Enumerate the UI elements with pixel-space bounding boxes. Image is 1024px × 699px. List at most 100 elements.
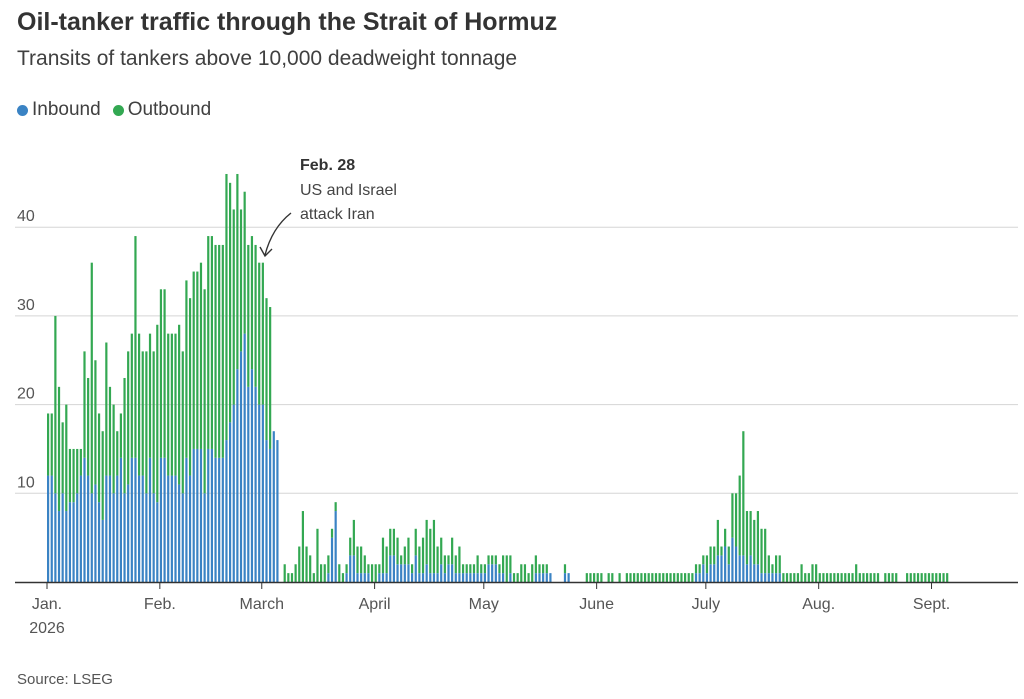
bar-inbound <box>243 333 246 582</box>
bar-inbound <box>349 555 352 582</box>
bar-outbound <box>196 271 199 449</box>
bar-inbound <box>76 493 79 582</box>
bar-outbound <box>141 351 144 476</box>
bar-inbound <box>425 564 428 582</box>
bar-inbound <box>112 493 115 582</box>
bar-outbound <box>825 573 829 582</box>
bar-outbound <box>778 555 781 574</box>
bar-outbound <box>713 546 716 565</box>
bar-inbound <box>123 493 126 582</box>
bar-outbound <box>378 564 381 574</box>
bar-outbound <box>756 511 759 565</box>
bar-inbound <box>742 555 745 582</box>
bar-inbound <box>54 493 57 582</box>
bar-outbound <box>65 404 68 512</box>
bar-inbound <box>705 573 709 582</box>
bar-inbound <box>134 457 137 582</box>
bar-outbound <box>116 431 119 476</box>
bar-inbound <box>563 573 567 582</box>
bar-inbound <box>367 573 370 582</box>
bar-inbound <box>760 573 763 582</box>
bar-inbound <box>47 475 50 582</box>
bar-outbound <box>229 182 232 423</box>
bar-outbound <box>702 555 705 565</box>
bar-inbound <box>170 475 173 582</box>
bar-inbound <box>141 475 144 582</box>
bar-outbound <box>68 448 72 503</box>
bar-inbound <box>407 564 410 582</box>
bar-outbound <box>833 573 836 582</box>
bar-inbound <box>545 573 548 582</box>
y-tick-label: 40 <box>17 208 35 225</box>
bar-outbound <box>370 564 374 582</box>
bar-outbound <box>483 564 486 574</box>
bar-outbound <box>640 573 643 582</box>
bar-outbound <box>935 573 938 582</box>
source-note: Source: LSEG <box>17 671 113 688</box>
bar-inbound <box>276 440 279 582</box>
legend-swatch-outbound <box>112 104 124 116</box>
bar-outbound <box>145 351 148 494</box>
bar-outbound <box>290 573 294 582</box>
bar-outbound <box>352 519 355 556</box>
bar-outbound <box>607 573 610 582</box>
bar-inbound <box>159 457 163 582</box>
bar-outbound <box>320 564 323 582</box>
bar-outbound <box>101 431 104 520</box>
bar-outbound <box>461 564 465 574</box>
annotation-date: Feb. 28 <box>300 157 355 174</box>
bar-inbound <box>753 564 756 582</box>
y-tick-label: 10 <box>17 474 35 491</box>
bar-outbound <box>345 564 348 574</box>
bar-inbound <box>494 564 497 582</box>
bar-outbound <box>851 573 854 582</box>
bar-outbound <box>665 573 668 582</box>
bar-outbound <box>724 528 727 547</box>
bar-outbound <box>866 573 869 582</box>
bar-outbound <box>385 546 388 574</box>
bar-inbound <box>327 573 330 582</box>
bar-inbound <box>83 457 86 582</box>
bar-inbound <box>764 573 767 582</box>
bar-inbound <box>443 573 446 582</box>
bar-outbound <box>636 573 639 582</box>
bar-outbound <box>505 555 508 582</box>
bar-outbound <box>629 573 632 582</box>
bar-outbound <box>946 573 949 582</box>
bar-outbound <box>79 448 82 476</box>
bar-outbound <box>651 573 654 582</box>
bar-inbound <box>745 564 749 582</box>
bar-inbound <box>148 457 152 582</box>
bar-inbound <box>218 457 221 582</box>
bar-outbound <box>363 555 366 574</box>
bar-outbound <box>502 555 505 574</box>
bar-outbound <box>811 564 814 582</box>
bar-outbound <box>119 413 122 458</box>
bar-outbound <box>247 244 250 387</box>
bar-outbound <box>491 555 494 565</box>
bar-outbound <box>47 413 50 476</box>
bar-inbound <box>61 493 64 582</box>
bar-inbound <box>749 555 752 582</box>
bar-outbound <box>498 564 501 574</box>
bar-outbound <box>920 573 923 582</box>
bar-outbound <box>749 511 752 556</box>
bar-outbound <box>440 537 443 565</box>
bar-inbound <box>152 493 155 582</box>
bar-inbound <box>502 573 505 582</box>
bar-inbound <box>778 573 781 582</box>
legend-label-outbound: Outbound <box>127 99 212 120</box>
bar-outbound <box>50 413 53 476</box>
bar-inbound <box>236 369 239 582</box>
bar-inbound <box>698 573 701 582</box>
bar-outbound <box>105 342 108 476</box>
bar-inbound <box>538 573 541 582</box>
bar-outbound <box>305 546 308 582</box>
bar-outbound <box>418 546 421 574</box>
bar-inbound <box>87 475 90 582</box>
bar-inbound <box>247 386 250 582</box>
x-tick-label: June <box>579 596 614 613</box>
bar-inbound <box>188 475 192 582</box>
bar-outbound <box>720 546 723 556</box>
bar-outbound <box>221 244 224 458</box>
